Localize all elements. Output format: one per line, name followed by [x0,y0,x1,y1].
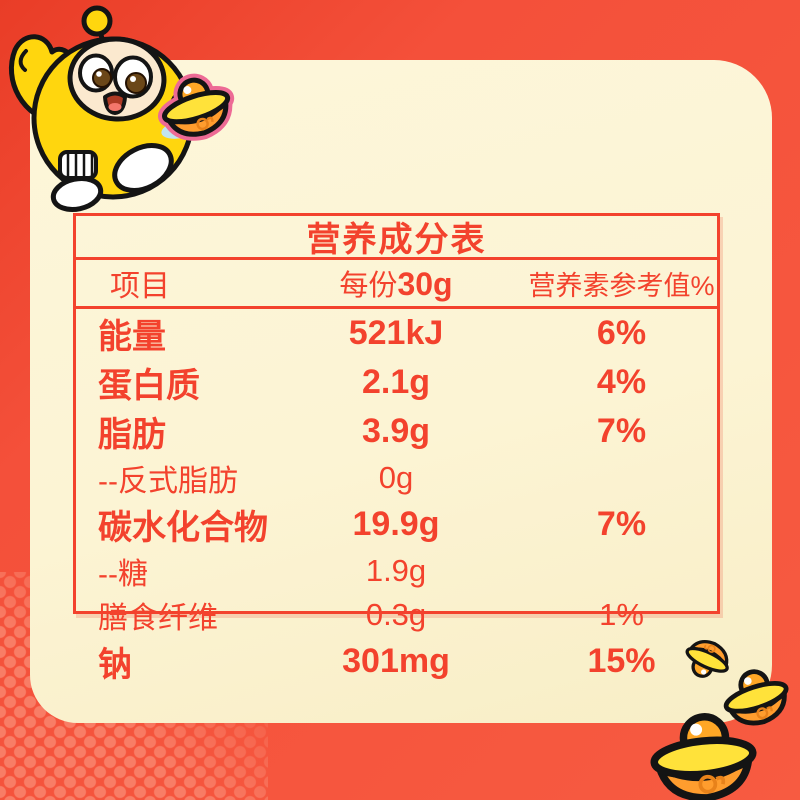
table-row: 脂肪 3.9g 7% [76,407,717,456]
table-row: 碳水化合物 19.9g 7% [76,500,717,549]
held-gold-ingot-icon [158,73,235,141]
gold-ingot-icon-large [650,712,757,800]
row-value: 301mg [342,642,450,680]
row-name: 膳食纤维 [98,602,218,635]
mascot-foot-right [112,143,174,193]
row-nrv: 4% [596,363,647,401]
nutrition-table-title: 营养成分表 [76,216,717,260]
table-row: 膳食纤维 0.3g 1% [76,593,717,637]
table-row: 钠 301mg 15% [76,637,717,686]
antenna-ball [81,5,113,37]
row-name: 碳水化合物 [98,509,268,547]
serving-size: 30g [397,266,453,302]
table-row: 能量 521kJ 6% [76,309,717,358]
row-value: 3.9g [361,412,431,450]
mascot-foot-left [50,150,104,212]
nutrition-table-header: 项目 每份30g 营养素参考值% [76,260,717,309]
nutrition-table: 营养成分表 项目 每份30g 营养素参考值% 能量 521kJ 6% 蛋白质 2… [73,213,720,684]
table-row: --糖 1.9g [76,549,717,593]
table-row: --反式脂肪 0g [76,456,717,500]
header-nrv: 营养素参考值% [528,270,715,301]
row-nrv: 1% [599,597,644,632]
row-nrv: 6% [596,314,647,352]
row-value: 1.9g [365,553,427,588]
row-nrv: 15% [587,642,656,680]
row-name: 脂肪 [98,416,166,454]
row-value: 2.1g [361,363,431,401]
table-body: 能量 521kJ 6% 蛋白质 2.1g 4% 脂肪 3.9g 7% --反式脂… [76,309,717,684]
gold-ingot-icon-small [678,632,737,687]
gold-ingots-decoration [530,632,800,800]
row-name: 能量 [98,318,166,356]
mascot-character [8,5,235,212]
gold-ingot-icon-medium [718,663,793,731]
row-name: 钠 [98,646,132,684]
row-name: --糖 [98,558,148,591]
table-row: 蛋白质 2.1g 4% [76,358,717,407]
serving-prefix: 每份 [339,270,398,302]
header-item: 项目 [110,270,170,303]
row-nrv: 7% [596,412,647,450]
row-value: 0g [378,460,414,495]
header-serving: 每份30g [326,262,466,304]
row-value: 0.3g [365,597,427,632]
row-name: 蛋白质 [98,367,200,405]
row-value: 521kJ [348,314,444,352]
row-name: --反式脂肪 [98,465,238,498]
row-nrv: 7% [596,505,647,543]
row-value: 19.9g [352,505,440,543]
